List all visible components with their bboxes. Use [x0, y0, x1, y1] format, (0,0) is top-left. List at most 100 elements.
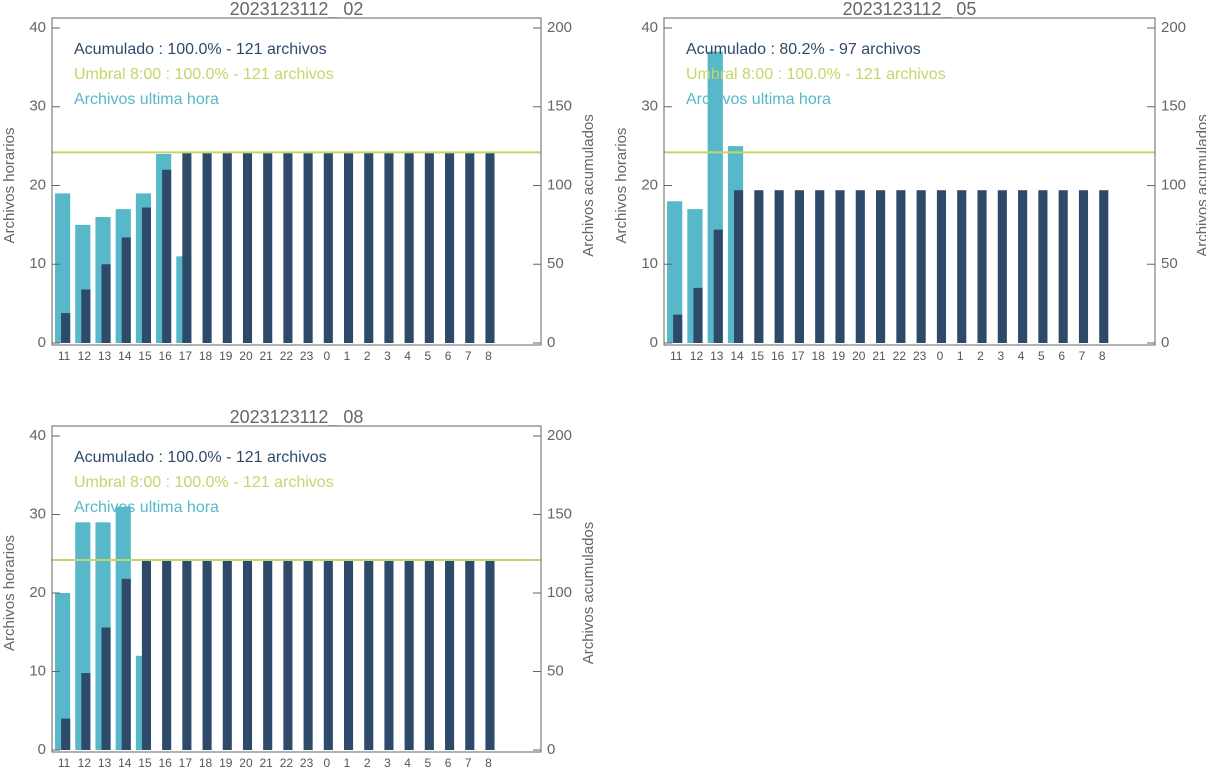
y2-tick-label: 50 — [1161, 255, 1178, 272]
bar — [1058, 190, 1068, 343]
x-tick-label: 22 — [280, 756, 294, 770]
bar — [896, 190, 906, 343]
y-tick-label: 30 — [29, 98, 46, 115]
x-tick-label: 5 — [424, 349, 431, 363]
x-tick-label: 22 — [280, 349, 294, 363]
bar — [222, 152, 232, 343]
x-tick-label: 15 — [138, 756, 152, 770]
x-tick-label: 1 — [344, 756, 351, 770]
bar — [55, 193, 71, 343]
x-tick-label: 8 — [485, 349, 492, 363]
x-tick-label: 23 — [300, 756, 314, 770]
plot-frame — [663, 17, 1156, 346]
x-tick-label: 20 — [852, 349, 866, 363]
x-tick-label: 21 — [872, 349, 886, 363]
bar — [1018, 190, 1028, 343]
bar — [242, 560, 253, 750]
x-tick-label: 18 — [812, 349, 826, 363]
x-tick-label: 15 — [138, 349, 152, 363]
bar — [121, 237, 131, 343]
y-tick-label: 10 — [641, 255, 658, 272]
x-tick-label: 21 — [260, 349, 274, 363]
legend-entry: Archivos ultima hora — [686, 91, 831, 108]
bar — [485, 152, 495, 343]
x-tick-label: 19 — [219, 349, 233, 363]
bar — [202, 560, 212, 750]
bar — [667, 201, 683, 343]
bar — [997, 190, 1007, 343]
x-tick-label: 8 — [1099, 349, 1106, 363]
bar — [323, 560, 333, 750]
y-tick-label: 40 — [29, 427, 46, 444]
bar — [977, 190, 987, 343]
bar — [81, 673, 91, 750]
x-tick-label: 0 — [323, 349, 330, 363]
chart-title: 2023123112_ 05 — [843, 0, 977, 20]
y2-axis-label: Archivos acumulados — [580, 522, 597, 665]
bar — [733, 190, 744, 343]
x-tick-label: 20 — [239, 756, 253, 770]
x-tick-label: 5 — [424, 756, 431, 770]
x-tick-label: 4 — [404, 756, 411, 770]
bar — [263, 152, 273, 343]
bar — [485, 560, 495, 750]
x-tick-label: 4 — [404, 349, 411, 363]
x-tick-label: 6 — [1058, 349, 1065, 363]
bar — [343, 152, 354, 343]
y-tick-label: 10 — [29, 662, 46, 679]
y2-tick-label: 200 — [1161, 19, 1186, 36]
x-tick-label: 13 — [710, 349, 724, 363]
x-tick-label: 12 — [78, 756, 92, 770]
y-tick-label: 20 — [29, 176, 46, 193]
bar — [384, 560, 394, 750]
legend-entry: Acumulado : 100.0% - 121 archivos — [74, 41, 327, 58]
x-tick-label: 7 — [465, 756, 472, 770]
y2-tick-label: 0 — [1161, 334, 1169, 351]
bar — [121, 578, 131, 750]
x-tick-label: 6 — [445, 756, 452, 770]
x-tick-label: 13 — [98, 349, 112, 363]
bar — [101, 627, 111, 750]
bar — [754, 190, 764, 343]
bar — [815, 190, 825, 343]
y2-tick-label: 150 — [547, 98, 572, 115]
legend-entry: Umbral 8:00 : 100.0% - 121 archivos — [74, 474, 334, 491]
x-tick-label: 11 — [58, 349, 71, 363]
y2-tick-label: 0 — [547, 334, 555, 351]
bar — [1038, 190, 1048, 343]
x-tick-label: 16 — [771, 349, 785, 363]
y-tick-label: 40 — [29, 19, 46, 36]
bar — [465, 560, 475, 750]
bar — [465, 152, 475, 343]
y2-tick-label: 150 — [547, 505, 572, 522]
bar — [445, 560, 455, 750]
x-tick-label: 17 — [791, 349, 805, 363]
bar — [141, 560, 152, 750]
bar — [936, 190, 947, 343]
bar — [141, 207, 152, 343]
bar — [303, 560, 313, 750]
bar — [61, 718, 71, 750]
bar — [61, 313, 71, 343]
bar — [876, 190, 886, 343]
y-axis-label: Archivos horarios — [1, 535, 18, 651]
y-tick-label: 10 — [29, 255, 46, 272]
bar — [182, 560, 192, 750]
y-axis-label: Archivos horarios — [1, 128, 18, 244]
x-tick-label: 11 — [670, 349, 683, 363]
bar — [424, 152, 434, 343]
bar — [384, 152, 394, 343]
y2-axis-label: Archivos acumulados — [1194, 114, 1206, 257]
x-tick-label: 8 — [485, 756, 492, 770]
x-tick-label: 14 — [730, 349, 744, 363]
bar — [263, 560, 273, 750]
x-tick-label: 19 — [219, 756, 233, 770]
y-tick-label: 0 — [38, 741, 46, 758]
x-tick-label: 16 — [158, 756, 172, 770]
bar — [713, 229, 723, 343]
x-tick-label: 0 — [323, 756, 330, 770]
y2-tick-label: 100 — [547, 176, 572, 193]
bar — [364, 152, 374, 343]
